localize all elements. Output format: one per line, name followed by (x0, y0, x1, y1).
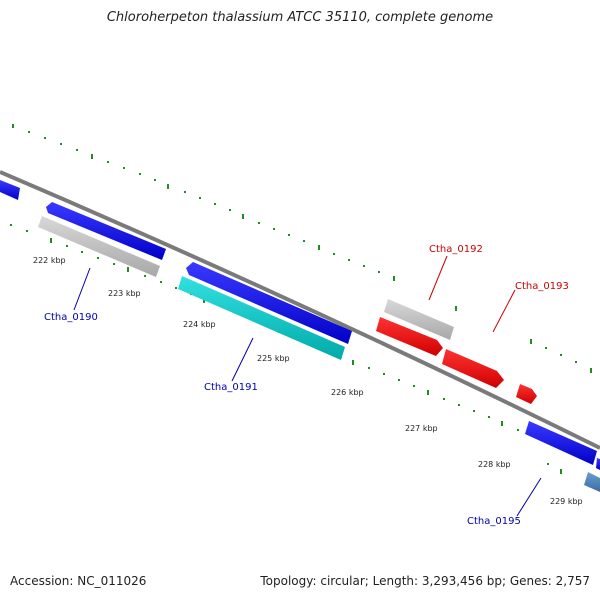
gene-ctha-0190-gray[interactable] (38, 216, 160, 277)
gene-features (0, 180, 600, 492)
kbp-labels: 222 kbp 223 kbp 224 kbp 225 kbp 226 kbp … (33, 256, 583, 506)
kbp-label-223: 223 kbp (108, 289, 141, 298)
gene-label-ctha-0192[interactable]: Ctha_0192 (429, 244, 483, 255)
kbp-label-227: 227 kbp (405, 424, 438, 433)
kbp-label-229: 229 kbp (550, 497, 583, 506)
genome-summary-text: Topology: circular; Length: 3,293,456 bp… (260, 574, 590, 588)
gene-ctha-0193-red[interactable] (442, 349, 504, 388)
gene-blue-forward-2[interactable] (186, 262, 352, 344)
gene-right-edge-steel[interactable] (584, 472, 600, 492)
inner-tick-row (10, 224, 562, 474)
accession-text: Accession: NC_011026 (10, 574, 147, 588)
genome-backbone (0, 170, 600, 450)
gene-ctha-0195-blue[interactable] (525, 421, 597, 465)
genome-title: Chloroherpeton thalassium ATCC 35110, co… (106, 10, 494, 25)
gene-right-edge-blue[interactable] (596, 458, 600, 470)
kbp-label-225: 225 kbp (257, 354, 290, 363)
gene-ctha-0192-red[interactable] (376, 317, 443, 356)
kbp-label-224: 224 kbp (183, 320, 216, 329)
gene-ctha-0191-cyan[interactable] (178, 276, 345, 360)
gene-label-ctha-0191[interactable]: Ctha_0191 (204, 382, 258, 393)
gene-blue-forward-1[interactable] (46, 202, 166, 260)
gene-small-red[interactable] (516, 384, 537, 404)
gene-ctha-0192-gray[interactable] (384, 299, 454, 340)
gene-label-ctha-0190[interactable]: Ctha_0190 (44, 312, 98, 323)
gene-leader-lines (73, 255, 542, 517)
kbp-label-226: 226 kbp (331, 388, 364, 397)
gene-label-ctha-0193[interactable]: Ctha_0193 (515, 281, 569, 292)
kbp-label-222: 222 kbp (33, 256, 66, 265)
kbp-label-228: 228 kbp (478, 460, 511, 469)
outer-tick-row (12, 124, 592, 373)
gene-left-edge-blue[interactable] (0, 180, 20, 200)
gene-labels: Ctha_0190 Ctha_0191 Ctha_0192 Ctha_0193 … (44, 244, 569, 527)
gene-label-ctha-0195[interactable]: Ctha_0195 (467, 516, 521, 527)
